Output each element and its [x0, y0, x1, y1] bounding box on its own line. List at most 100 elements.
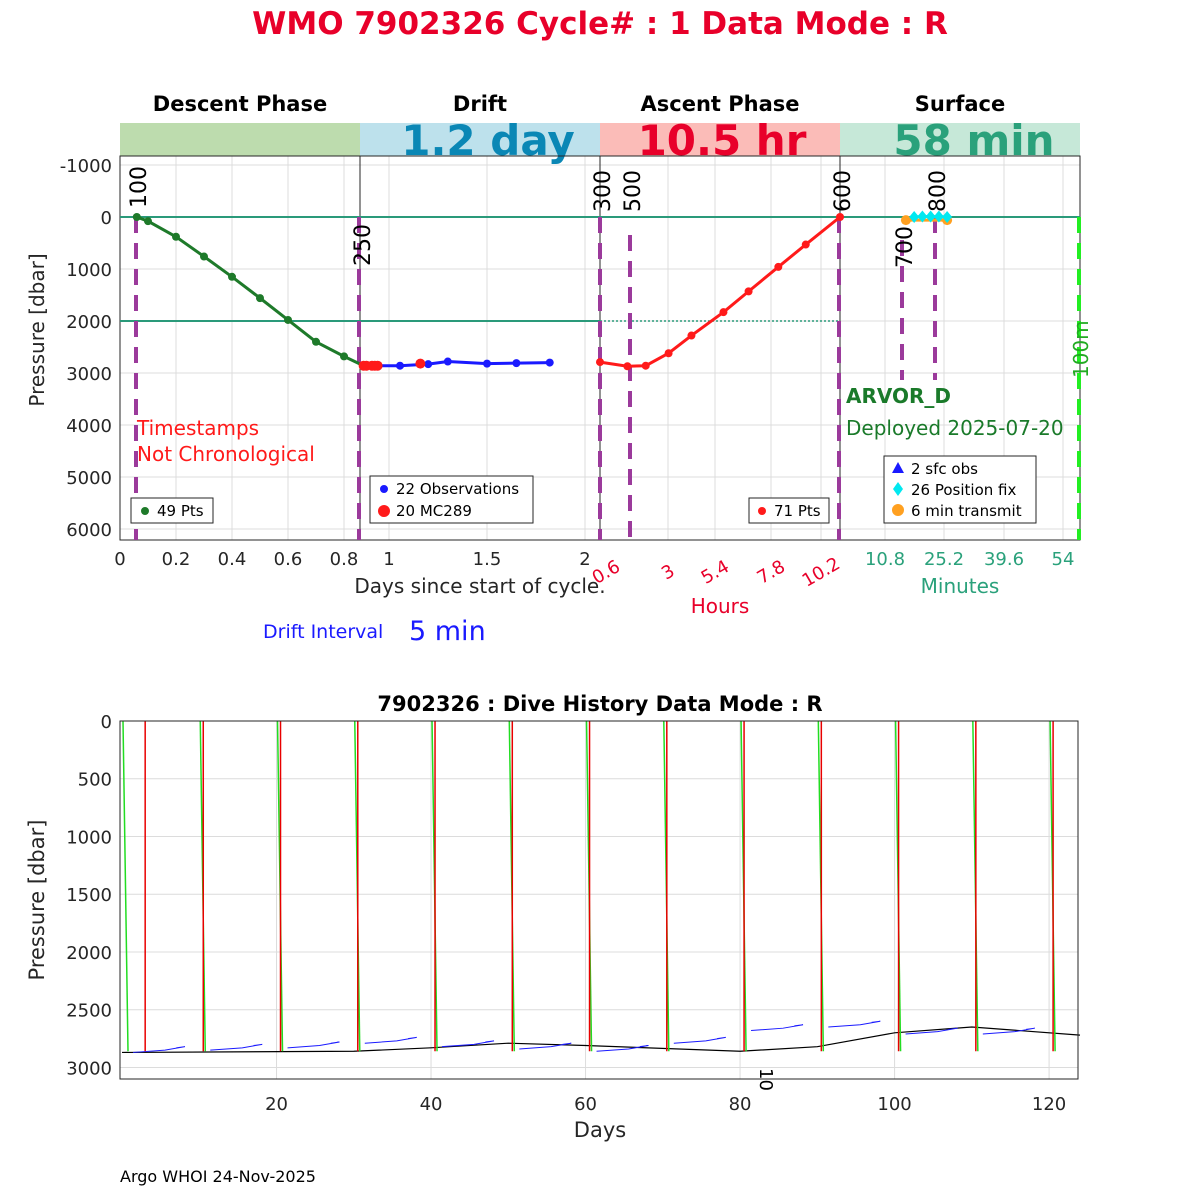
data-point: [256, 294, 264, 303]
legend-text: 71 Pts: [774, 502, 821, 520]
phase-descent-label: Descent Phase: [153, 92, 327, 116]
ascent-duration: 10.5 hr: [638, 116, 807, 165]
phase-surface-band: [840, 123, 1080, 156]
x-tick-days: 0.2: [162, 549, 191, 570]
y-tick-top: 1000: [66, 260, 112, 281]
y-tick-top: 4000: [66, 416, 112, 437]
data-point: [925, 210, 936, 223]
legend-marker-transmit: [892, 504, 904, 516]
y-tick-bottom: 2500: [66, 1001, 112, 1022]
drift-segment: [519, 1042, 572, 1050]
page-title: WMO 7902326 Cycle# : 1 Data Mode : R: [252, 6, 948, 42]
y-tick-top: 5000: [66, 468, 112, 489]
legend-text: 49 Pts: [157, 502, 204, 520]
legend-text: 26 Position fix: [911, 481, 1016, 499]
y-tick-bottom: 3000: [66, 1058, 112, 1079]
legend-text: 6 min transmit: [911, 502, 1022, 520]
bottom-grid: [120, 720, 1078, 1079]
data-point: [424, 360, 433, 369]
data-point: [801, 240, 810, 249]
data-point: [443, 357, 452, 366]
data-point-mc: [372, 360, 383, 371]
drift-segment: [364, 1036, 417, 1044]
legend-marker-drift-obs: [380, 485, 388, 493]
x-tick-days: 2: [579, 549, 590, 570]
bottom-title: 7902326 : Dive History Data Mode : R: [377, 692, 822, 716]
legend-box: [883, 455, 1037, 524]
legend-text: 2 sfc obs: [911, 460, 978, 478]
data-point: [774, 262, 783, 271]
legend-surface: 2 sfc obs 26 Position fix 6 min transmit: [883, 455, 1037, 524]
data-point: [172, 232, 180, 241]
drift-segment: [132, 1046, 186, 1053]
phase-ascent-label: Ascent Phase: [641, 92, 800, 116]
legend-text: 20 MC289: [396, 502, 472, 520]
data-point: [144, 217, 152, 226]
drift-segment: [828, 1020, 881, 1028]
y-tick-bottom: 1000: [66, 827, 112, 848]
data-point: [228, 272, 236, 281]
data-point: [596, 358, 604, 367]
data-point: [917, 210, 928, 223]
x-tick-minutes: 25.2: [924, 549, 964, 570]
x-tick-bottom: 60: [574, 1094, 597, 1115]
event-label: 600: [831, 170, 856, 212]
x-tick-days: 1.5: [473, 549, 502, 570]
event-label: 500: [621, 170, 646, 212]
data-point: [483, 359, 491, 368]
legend-marker-descent: [141, 507, 149, 515]
drift-segment: [751, 1024, 804, 1031]
drift-interval-value: 5 min: [409, 616, 486, 647]
bottom-axes-box: [119, 720, 1079, 1080]
legend-ascent: 71 Pts: [748, 497, 830, 524]
phase-surface-label: Surface: [915, 92, 1005, 116]
event-label: 800: [926, 170, 951, 212]
x-tick-bottom: 20: [265, 1094, 288, 1115]
event-label: 250: [351, 224, 376, 266]
x-tick-bottom: 80: [729, 1094, 752, 1115]
drift-interval-label: Drift Interval: [263, 621, 383, 643]
data-point: [512, 359, 521, 368]
y-tick-bottom: 0: [101, 712, 112, 733]
phase-descent-band: [120, 123, 360, 156]
x-tick-days: 0.4: [218, 549, 247, 570]
warning-line-1: Timestamps: [136, 416, 259, 440]
data-point: [132, 213, 141, 221]
event-label: 100: [127, 166, 152, 208]
y-tick-bottom: 500: [78, 770, 112, 791]
drift-segment: [596, 1045, 649, 1052]
bottom-annotation: 10: [755, 1068, 776, 1091]
legend-marker-sfc-obs: [892, 462, 904, 473]
data-point: [744, 287, 753, 296]
series-line-descent: [136, 215, 365, 368]
y-tick-top: 0: [101, 208, 112, 229]
data-point: [396, 361, 404, 370]
descent-trace: [122, 720, 129, 1052]
y-tick-bottom: 1500: [66, 885, 112, 906]
event-label: 100m: [1069, 320, 1093, 378]
data-point: [687, 331, 696, 340]
legend-box: [369, 475, 534, 524]
bottom-ylabel: Pressure [dbar]: [25, 820, 49, 981]
legend-marker-position: [893, 482, 903, 496]
drift-segment: [441, 1040, 495, 1048]
xlabel-minutes: Minutes: [921, 574, 1000, 598]
drift-segment: [210, 1043, 263, 1051]
legend-marker-ascent: [758, 507, 766, 515]
x-tick-days: 0.8: [330, 549, 359, 570]
y-tick-top: 2000: [66, 312, 112, 333]
data-point: [340, 352, 348, 361]
x-tick-minutes: 39.6: [984, 549, 1024, 570]
top-ylabel: Pressure [dbar]: [25, 253, 49, 406]
data-point: [942, 211, 953, 223]
y-tick-top: -1000: [60, 156, 112, 177]
y-tick-top: 6000: [66, 520, 112, 541]
data-point: [836, 213, 845, 221]
x-tick-hours: 7.8: [754, 556, 789, 589]
drift-segment: [905, 1027, 958, 1035]
event-label: 700: [893, 226, 918, 268]
x-tick-bottom: 120: [1032, 1094, 1066, 1115]
data-point: [312, 337, 320, 346]
xlabel-hours: Hours: [691, 594, 750, 618]
xlabel-days: Days since start of cycle.: [354, 574, 605, 598]
